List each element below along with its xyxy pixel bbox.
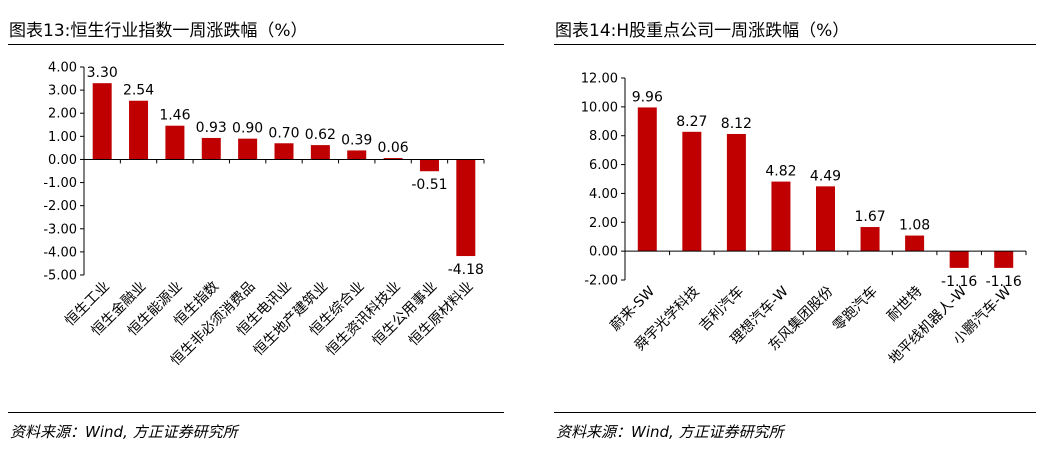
category-label: 地平线机器人-W bbox=[886, 283, 970, 367]
y-tick-label: -2.00 bbox=[43, 199, 77, 214]
bar-value-label: 8.27 bbox=[676, 114, 707, 130]
bar-value-label: -0.51 bbox=[411, 177, 447, 193]
bar bbox=[238, 138, 258, 160]
y-tick-label: 3.00 bbox=[48, 84, 77, 99]
bar-value-label: 1.67 bbox=[854, 209, 885, 225]
chart-source: 资料来源：Wind, 方正证券研究所 bbox=[10, 423, 238, 441]
bar bbox=[994, 251, 1014, 268]
bar-value-label: 4.82 bbox=[765, 164, 796, 180]
y-tick-label: -1.00 bbox=[43, 176, 77, 191]
bar-value-label: 1.08 bbox=[899, 218, 930, 234]
bar bbox=[92, 83, 112, 160]
chart-title: 图表14:H股重点公司一周涨跌幅（%） bbox=[555, 21, 850, 41]
bar bbox=[682, 131, 702, 252]
category-label: 耐世特 bbox=[884, 284, 925, 325]
y-tick-label: -2.00 bbox=[584, 274, 618, 289]
y-tick-label: 4.00 bbox=[589, 187, 618, 202]
bar-value-label: 8.12 bbox=[721, 116, 752, 132]
bar bbox=[726, 133, 746, 252]
chart-panel-left: 图表13:恒生行业指数一周涨跌幅（%） 4.00 3.00 2.00 1.00 0.00… bbox=[0, 0, 512, 453]
y-tick-label: 2.00 bbox=[48, 107, 77, 122]
bar bbox=[816, 186, 835, 252]
bar-value-label: 0.39 bbox=[341, 132, 372, 148]
chart-source: 资料来源：Wind, 方正证券研究所 bbox=[556, 423, 784, 441]
y-tick-label: 1.00 bbox=[48, 130, 77, 145]
bar-value-label: 0.93 bbox=[196, 120, 227, 136]
bar-value-label: 9.96 bbox=[632, 89, 663, 105]
bar bbox=[347, 150, 367, 160]
bar bbox=[905, 235, 925, 252]
title-rule bbox=[554, 44, 1036, 45]
y-tick-label: 0.00 bbox=[589, 245, 618, 260]
bar-value-label: 0.62 bbox=[305, 127, 336, 143]
bar bbox=[419, 159, 439, 172]
bar-value-label: 2.54 bbox=[123, 83, 154, 99]
bar-chart-hs-industry: 4.00 3.00 2.00 1.00 0.00 -1.00 -2.00 -3.00 -4.00… bbox=[43, 61, 485, 369]
y-tick-label: -3.00 bbox=[43, 222, 77, 237]
bar-chart-h-share-companies: 12.0010.008.006.004.002.000.00-2.009.96蔚… bbox=[581, 72, 1027, 368]
bar bbox=[165, 125, 185, 160]
bar-value-label: 0.06 bbox=[378, 140, 409, 156]
y-tick-label: 10.00 bbox=[581, 100, 618, 115]
y-tick-label: 8.00 bbox=[589, 129, 618, 144]
bar-value-label: -1.16 bbox=[986, 274, 1022, 290]
source-rule bbox=[8, 412, 504, 413]
bar-value-label: 0.70 bbox=[268, 125, 299, 141]
bar bbox=[949, 251, 969, 268]
y-tick-label: 2.00 bbox=[589, 216, 618, 231]
bar-value-label: 0.90 bbox=[232, 121, 263, 137]
bar-value-label: 4.49 bbox=[810, 168, 841, 184]
bar bbox=[383, 158, 403, 160]
category-label: 零跑汽车 bbox=[829, 283, 881, 335]
bar bbox=[637, 107, 657, 252]
bar-value-label: 1.46 bbox=[159, 108, 190, 124]
bar-value-label: -4.18 bbox=[448, 262, 484, 278]
y-tick-label: 0.00 bbox=[48, 153, 77, 168]
bar bbox=[310, 145, 330, 160]
bar-value-label: -1.16 bbox=[941, 274, 977, 290]
title-rule bbox=[8, 44, 504, 45]
bar bbox=[771, 181, 791, 252]
y-tick-label: 6.00 bbox=[589, 158, 618, 173]
y-tick-label: -4.00 bbox=[43, 245, 77, 260]
chart-title: 图表13:恒生行业指数一周涨跌幅（%） bbox=[9, 21, 308, 41]
source-rule bbox=[554, 412, 1036, 413]
bar bbox=[456, 159, 476, 257]
bar bbox=[860, 227, 880, 252]
bar-value-label: 3.30 bbox=[87, 65, 118, 81]
bar bbox=[129, 100, 149, 160]
y-tick-label: -5.00 bbox=[43, 269, 77, 284]
chart-panel-right: 图表14:H股重点公司一周涨跌幅（%） 12.00 10.00 8.00 6.00 4.… bbox=[546, 0, 1053, 453]
category-label: 恒生原材料业 bbox=[406, 279, 477, 350]
y-tick-label: 12.00 bbox=[581, 72, 618, 87]
bar bbox=[274, 143, 294, 160]
bar bbox=[201, 137, 221, 160]
y-tick-label: 4.00 bbox=[48, 61, 77, 76]
